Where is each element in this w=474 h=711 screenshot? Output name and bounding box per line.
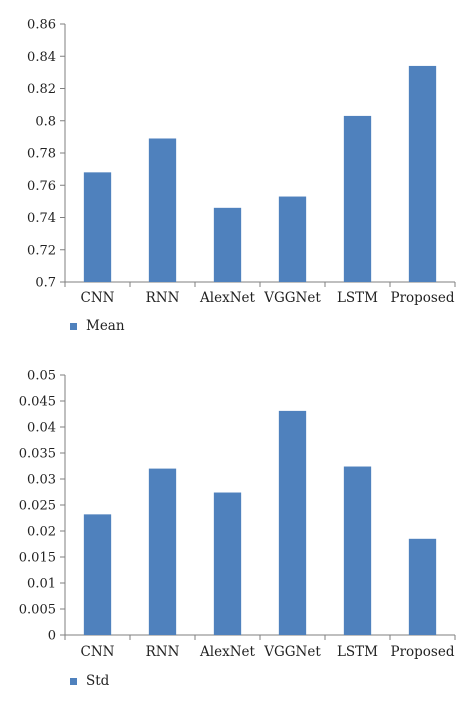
chart-1: 0 0.005 0.01 0.015 0.02 0.025 0.03 0.035 0.04 0.0… bbox=[19, 369, 456, 689]
bar-vggnet bbox=[278, 410, 307, 635]
legend-swatch bbox=[70, 678, 77, 685]
y-tick-label: 0.02 bbox=[27, 525, 56, 540]
y-tick-label: 0.005 bbox=[19, 603, 56, 618]
x-tick-label: AlexNet bbox=[199, 290, 255, 306]
y-tick-label: 0.78 bbox=[27, 147, 56, 162]
y-tick-label: 0.82 bbox=[27, 82, 56, 97]
bar-vggnet bbox=[278, 196, 307, 282]
bar-lstm bbox=[343, 115, 372, 282]
y-tick-label: 0.7 bbox=[35, 276, 56, 291]
x-tick-label: CNN bbox=[81, 290, 115, 306]
x-tick-label: LSTM bbox=[337, 644, 378, 660]
bar-proposed bbox=[408, 65, 437, 282]
y-tick-label: 0.025 bbox=[19, 499, 56, 514]
y-tick-label: 0.01 bbox=[27, 577, 56, 592]
bar-cnn bbox=[83, 514, 112, 635]
y-tick-label: 0.05 bbox=[27, 369, 56, 384]
bar-alexnet bbox=[213, 492, 242, 635]
legend-swatch bbox=[70, 323, 77, 330]
chart-0: 0.7 0.72 0.74 0.76 0.78 0.8 0.82 0.84 0.86 CNN RNN… bbox=[27, 18, 456, 334]
y-tick-label: 0.72 bbox=[27, 243, 56, 258]
y-tick-label: 0.76 bbox=[27, 179, 56, 194]
x-tick-label: VGGNet bbox=[263, 290, 321, 306]
y-tick-label: 0.86 bbox=[27, 18, 56, 33]
x-tick-label: VGGNet bbox=[263, 644, 321, 660]
y-tick-label: 0.84 bbox=[27, 50, 56, 65]
bar-lstm bbox=[343, 466, 372, 635]
x-tick-label: RNN bbox=[146, 644, 180, 660]
y-tick-label: 0.015 bbox=[19, 551, 56, 566]
y-tick-label: 0.04 bbox=[27, 421, 56, 436]
x-tick-label: AlexNet bbox=[199, 644, 255, 660]
y-tick-label: 0.045 bbox=[19, 395, 56, 410]
bar-alexnet bbox=[213, 207, 242, 282]
bar-proposed bbox=[408, 538, 437, 635]
bar-cnn bbox=[83, 172, 112, 282]
y-tick-label: 0.74 bbox=[27, 211, 56, 226]
y-tick-label: 0.035 bbox=[19, 447, 56, 462]
bar-rnn bbox=[148, 468, 177, 635]
y-tick-label: 0 bbox=[48, 629, 56, 644]
x-tick-label: RNN bbox=[146, 290, 180, 306]
legend-label: Std bbox=[86, 673, 110, 689]
legend: Mean bbox=[70, 318, 125, 334]
x-tick-label: Proposed bbox=[391, 644, 455, 660]
x-tick-label: Proposed bbox=[391, 290, 455, 306]
y-tick-label: 0.8 bbox=[35, 114, 56, 129]
x-tick-label: LSTM bbox=[337, 290, 378, 306]
legend-label: Mean bbox=[86, 318, 125, 334]
bar-rnn bbox=[148, 138, 177, 282]
x-tick-label: CNN bbox=[81, 644, 115, 660]
legend: Std bbox=[70, 673, 110, 689]
y-tick-label: 0.03 bbox=[27, 473, 56, 488]
